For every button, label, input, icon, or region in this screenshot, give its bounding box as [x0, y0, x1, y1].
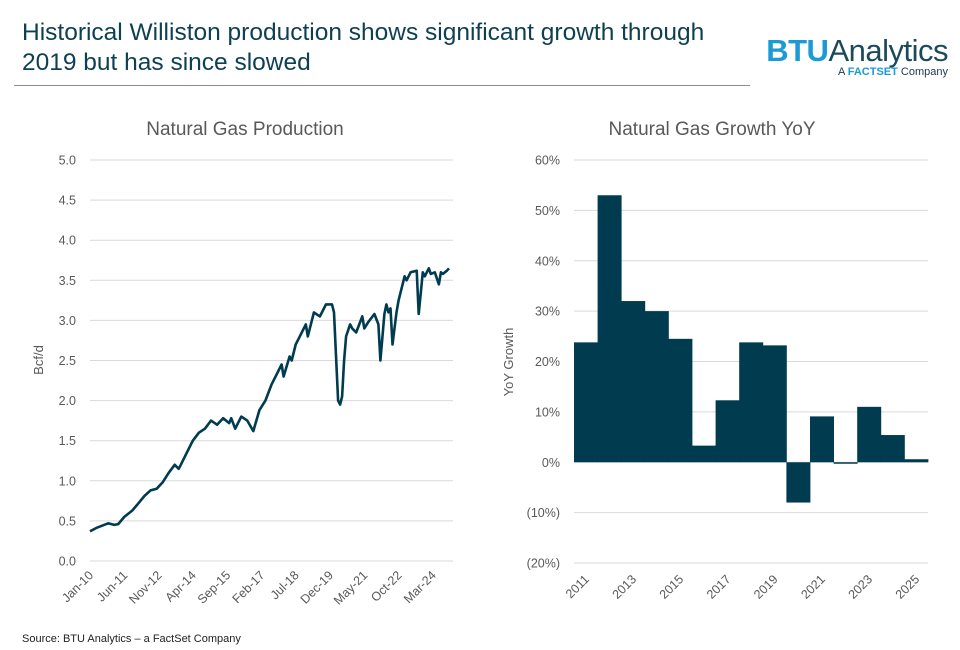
production-y-tick-label: 1.5: [59, 434, 76, 448]
growth-bar-2022: [833, 462, 858, 464]
production-series-line: [89, 267, 450, 533]
growth-bar-2025: [904, 459, 929, 463]
production-x-tick-label: Apr-14: [163, 568, 199, 604]
production-y-tick-label: 0.0: [59, 555, 76, 569]
growth-x-tick-label: 2011: [563, 572, 592, 601]
source-note: Source: BTU Analytics – a FactSet Compan…: [22, 633, 241, 645]
production-x-tick-label: May-21: [331, 568, 370, 607]
growth-x-tick-label: 2025: [893, 572, 923, 602]
production-x-tick-label: Dec-19: [298, 568, 336, 606]
growth-bar-2019: [762, 345, 787, 463]
growth-bar-2015: [668, 338, 693, 463]
production-x-tick-label: Jan-10: [59, 568, 96, 605]
production-y-tick-label: 2.5: [59, 354, 76, 368]
production-y-tick-label: 4.0: [59, 234, 76, 248]
production-x-tick-label: Sep-15: [195, 568, 233, 606]
growth-bar-chart: Natural Gas Growth YoY YoY Growth (20%) (…: [501, 119, 929, 602]
btu-analytics-logo: BTUAnalytics A FACTSET Company: [766, 33, 948, 79]
production-chart-title: Natural Gas Production: [146, 119, 344, 140]
growth-bar-2016: [692, 445, 716, 463]
logo-brand-rest: Analytics: [828, 33, 948, 68]
growth-bar-2011: [574, 342, 598, 463]
growth-y-axis-label: YoY Growth: [501, 328, 516, 397]
growth-y-tick-label: 60%: [535, 154, 560, 168]
production-y-tick-label: 3.0: [59, 314, 76, 328]
production-y-tick-label: 1.0: [59, 474, 76, 488]
growth-y-tick-label: (10%): [527, 506, 560, 520]
growth-x-tick-label: 2023: [846, 572, 876, 602]
production-x-tick-label: Feb-17: [230, 568, 268, 606]
page-title: Historical Williston production shows si…: [22, 19, 705, 76]
growth-bar-2014: [644, 311, 669, 463]
growth-bar-2018: [739, 342, 764, 463]
logo-sub-prefix: A: [837, 66, 848, 78]
growth-y-tick-label: 0%: [542, 456, 560, 470]
production-y-axis-label: Bcf/d: [31, 345, 46, 375]
production-y-tick-label: 2.0: [59, 394, 76, 408]
growth-bar-2023: [857, 406, 882, 463]
growth-bar-2017: [715, 400, 740, 463]
production-y-tick-label: 5.0: [59, 154, 76, 168]
growth-chart-title: Natural Gas Growth YoY: [609, 119, 816, 140]
production-y-tick-label: 0.5: [59, 514, 76, 528]
growth-y-tick-label: 10%: [535, 405, 560, 419]
production-y-tick-label: 3.5: [59, 274, 76, 288]
growth-bar-2021: [810, 416, 834, 463]
growth-bar-2024: [880, 435, 905, 463]
growth-y-tick-label: 30%: [535, 305, 560, 319]
growth-x-tick-label: 2019: [751, 572, 781, 602]
growth-bar-2020: [786, 462, 811, 503]
production-x-tick-label: Oct-22: [368, 568, 404, 604]
growth-x-tick-label: 2013: [610, 572, 640, 602]
title-divider: [14, 85, 750, 86]
logo-brand-bold: BTU: [766, 33, 829, 68]
growth-y-tick-label: (20%): [527, 557, 560, 571]
growth-y-tick-label: 40%: [535, 254, 560, 268]
production-y-tick-label: 4.5: [59, 194, 76, 208]
growth-y-tick-label: 50%: [535, 204, 560, 218]
logo-sub-suffix: Company: [897, 66, 948, 78]
growth-bar-2012: [597, 195, 622, 463]
production-x-tick-label: Mar-24: [401, 568, 439, 606]
logo-sub-bold: FACTSET: [847, 66, 898, 78]
production-line-chart: Natural Gas Production Bcf/d 0.0 0.5 1.0 1.…: [31, 119, 453, 608]
growth-x-tick-label: 2015: [657, 572, 687, 602]
growth-x-tick-label: 2021: [798, 572, 828, 602]
production-x-tick-label: Jun-11: [94, 568, 130, 604]
growth-x-tick-label: 2017: [704, 572, 734, 602]
production-x-tick-label: Nov-12: [126, 568, 164, 606]
growth-bar-2013: [621, 301, 646, 463]
growth-y-tick-label: 20%: [535, 355, 560, 369]
